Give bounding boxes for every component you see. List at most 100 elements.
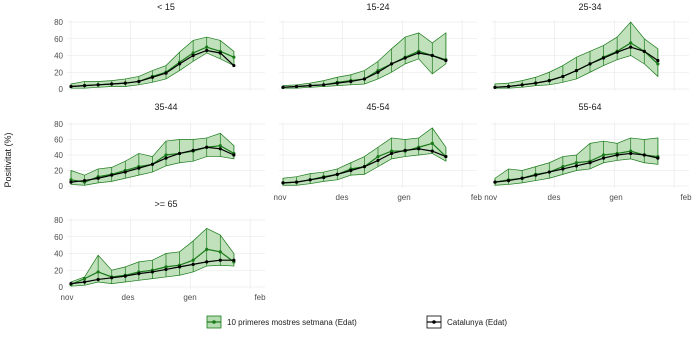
x-tick-label: nov bbox=[61, 293, 74, 302]
sample-point bbox=[69, 178, 73, 182]
catalunya-point bbox=[417, 51, 421, 55]
catalunya-point bbox=[205, 48, 209, 53]
sample-point bbox=[561, 165, 565, 169]
catalunya-point bbox=[218, 51, 222, 55]
catalunya-point bbox=[520, 176, 524, 180]
sample-point bbox=[656, 62, 660, 66]
y-tick-label: 0 bbox=[59, 182, 64, 191]
catalunya-point bbox=[642, 153, 646, 157]
legend-point-sample bbox=[212, 320, 216, 324]
catalunya-point bbox=[205, 145, 209, 149]
x-tick-label: des bbox=[336, 193, 349, 202]
catalunya-point bbox=[218, 258, 222, 262]
y-tick-label: 20 bbox=[54, 167, 63, 176]
catalunya-point bbox=[493, 85, 497, 89]
sample-point bbox=[82, 277, 87, 281]
panel-label-0: < 15 bbox=[157, 2, 175, 12]
y-tick-label: 80 bbox=[54, 216, 63, 225]
catalunya-point bbox=[137, 79, 141, 84]
catalunya-point bbox=[137, 272, 141, 276]
catalunya-point bbox=[322, 175, 326, 180]
catalunya-point bbox=[150, 75, 155, 79]
catalunya-point bbox=[137, 166, 141, 170]
catalunya-point bbox=[82, 280, 87, 284]
x-tick-label: feb bbox=[680, 193, 692, 202]
y-tick-label: 80 bbox=[54, 120, 63, 129]
sample-point bbox=[376, 154, 380, 159]
catalunya-point bbox=[164, 156, 168, 160]
catalunya-point bbox=[110, 276, 114, 280]
catalunya-point bbox=[506, 178, 511, 183]
sample-point bbox=[629, 149, 633, 153]
catalunya-point bbox=[82, 178, 87, 183]
catalunya-point bbox=[430, 53, 434, 58]
y-tick-label: 80 bbox=[54, 18, 63, 27]
catalunya-point bbox=[123, 274, 127, 278]
catalunya-point bbox=[642, 49, 646, 53]
catalunya-point bbox=[69, 180, 73, 184]
y-tick-label: 60 bbox=[54, 233, 63, 242]
sample-point bbox=[191, 51, 195, 55]
catalunya-point bbox=[218, 147, 222, 151]
y-tick-label: 40 bbox=[54, 52, 63, 61]
catalunya-point bbox=[362, 77, 367, 81]
catalunya-point bbox=[322, 83, 326, 87]
catalunya-point bbox=[629, 45, 633, 49]
catalunya-point bbox=[656, 58, 660, 63]
x-tick-label: feb nov bbox=[471, 193, 497, 202]
catalunya-point bbox=[308, 178, 312, 182]
catalunya-point bbox=[123, 81, 127, 85]
sample-point bbox=[191, 258, 195, 262]
catalunya-point bbox=[110, 173, 114, 177]
panel-label-1: 15-24 bbox=[366, 2, 389, 12]
catalunya-point bbox=[444, 58, 448, 63]
catalunya-point bbox=[493, 180, 497, 184]
x-tick-label: feb bbox=[254, 293, 266, 302]
sample-point bbox=[218, 250, 222, 254]
catalunya-point bbox=[615, 50, 619, 54]
legend-label-catalunya: Catalunya (Edat) bbox=[447, 318, 507, 327]
y-tick-label: 40 bbox=[54, 151, 63, 160]
catalunya-point bbox=[232, 153, 236, 157]
sample-point bbox=[96, 270, 100, 274]
catalunya-point bbox=[205, 260, 209, 264]
y-axis-label: Positivitat (%) bbox=[3, 132, 13, 187]
catalunya-point bbox=[82, 84, 87, 88]
catalunya-point bbox=[191, 53, 195, 58]
y-tick-label: 60 bbox=[54, 35, 63, 44]
catalunya-point bbox=[430, 149, 434, 153]
catalunya-point bbox=[69, 282, 73, 286]
catalunya-point bbox=[308, 84, 312, 88]
y-tick-label: 0 bbox=[59, 85, 64, 94]
sample-point bbox=[164, 153, 168, 157]
catalunya-point bbox=[362, 165, 367, 169]
legend-label-sample: 10 primeres mostres setmana (Edat) bbox=[227, 318, 357, 327]
panel-label-6: >= 65 bbox=[154, 199, 177, 209]
catalunya-point bbox=[561, 167, 565, 171]
catalunya-point bbox=[177, 62, 182, 66]
catalunya-point bbox=[69, 84, 73, 89]
catalunya-point bbox=[534, 173, 538, 177]
catalunya-point bbox=[110, 82, 114, 86]
catalunya-point bbox=[164, 71, 168, 75]
x-tick-label: gen bbox=[397, 193, 410, 202]
catalunya-point bbox=[232, 63, 236, 68]
sample-point bbox=[164, 265, 168, 269]
catalunya-point bbox=[349, 79, 353, 84]
catalunya-point bbox=[389, 151, 394, 156]
x-tick-label: gen bbox=[183, 293, 196, 302]
x-tick-label: des bbox=[122, 293, 135, 302]
catalunya-point bbox=[335, 81, 339, 85]
catalunya-point bbox=[615, 153, 619, 157]
sample-point bbox=[430, 141, 434, 145]
panel-label-2: 25-34 bbox=[578, 2, 601, 12]
catalunya-point bbox=[191, 262, 195, 266]
sample-point bbox=[205, 247, 209, 251]
catalunya-point bbox=[574, 164, 579, 168]
catalunya-point bbox=[403, 56, 407, 60]
catalunya-point bbox=[389, 62, 394, 66]
y-tick-label: 0 bbox=[59, 283, 64, 292]
catalunya-point bbox=[164, 267, 168, 272]
